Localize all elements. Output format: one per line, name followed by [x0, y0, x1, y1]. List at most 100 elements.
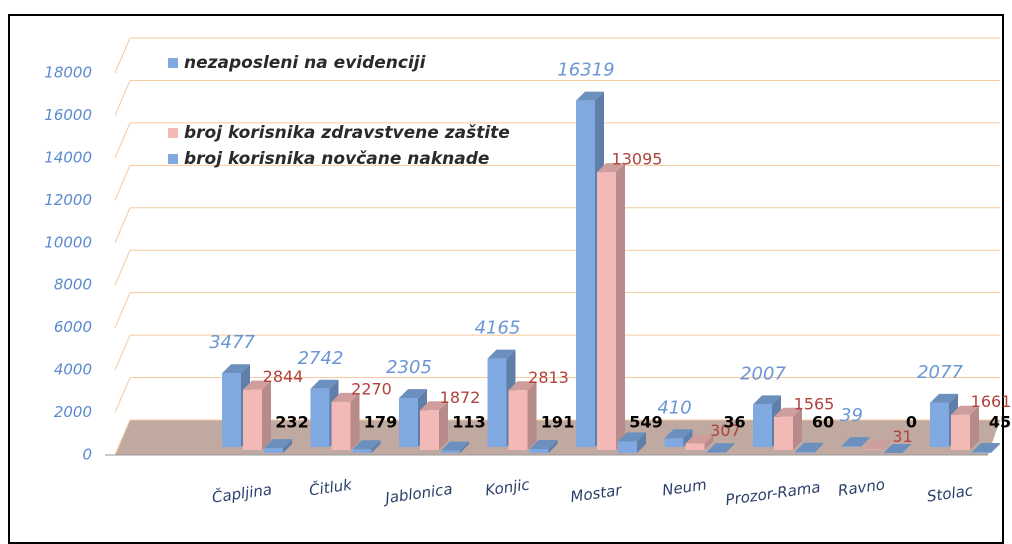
- y-tick-label: 2000: [54, 403, 92, 421]
- bar: [441, 450, 460, 453]
- legend-swatch: [168, 128, 178, 138]
- bar-top: [597, 163, 625, 173]
- bar-top: [883, 444, 912, 453]
- bar: [487, 358, 507, 447]
- data-label: 1565: [794, 394, 835, 413]
- bar: [753, 404, 772, 447]
- x-tick-label: Mostar: [569, 481, 623, 506]
- bar-top: [972, 443, 1000, 453]
- bar: [685, 443, 705, 450]
- bar: [795, 451, 814, 453]
- bar: [508, 390, 528, 450]
- data-label: 1872: [440, 388, 481, 407]
- bar-side: [991, 443, 1000, 453]
- data-label: 2813: [528, 368, 569, 387]
- bar-top: [753, 395, 781, 405]
- bar-top: [243, 380, 271, 390]
- data-label: 549: [629, 413, 662, 432]
- bar: [951, 414, 970, 450]
- bar-side: [860, 437, 870, 447]
- bar-top: [399, 389, 427, 399]
- grid-line: [114, 292, 131, 328]
- bar-side: [814, 442, 823, 453]
- bar-top: [664, 429, 693, 439]
- legend: nezaposleni na evidenciji broj korisnika …: [168, 50, 518, 182]
- x-tick-label: Jablonica: [381, 480, 453, 508]
- bar: [841, 446, 861, 447]
- bar: [331, 401, 351, 450]
- bar-top: [685, 434, 714, 444]
- bar: [420, 410, 439, 450]
- data-label: 39: [840, 405, 863, 426]
- bar-side: [262, 380, 271, 450]
- legend-item: nezaposleni na evidenciji: [168, 50, 518, 76]
- bar: [664, 438, 684, 447]
- x-tick-label: Čitluk: [308, 474, 354, 499]
- legend-label: broj korisnika novčane naknade: [184, 149, 490, 169]
- bar-top: [264, 439, 292, 449]
- grid-line: [114, 377, 131, 413]
- legend-item: broj korisnika zdravstvene zaštite: [168, 120, 518, 146]
- bar-top: [441, 441, 469, 451]
- data-label: 2007: [740, 363, 786, 384]
- y-tick-label: 4000: [54, 361, 92, 379]
- data-label: 179: [364, 413, 397, 432]
- y-tick-label: 8000: [54, 276, 92, 294]
- bar: [310, 388, 330, 447]
- bar-top: [795, 442, 823, 452]
- bar-side: [616, 163, 625, 450]
- bar: [774, 416, 793, 450]
- bar-side: [283, 439, 292, 453]
- y-tick-label: 14000: [44, 148, 92, 166]
- data-label: 31: [892, 427, 912, 446]
- bar-top: [841, 437, 870, 447]
- data-label: 113: [452, 413, 485, 432]
- grid-line: [114, 334, 131, 371]
- bar: [529, 448, 549, 453]
- grid-line: [114, 207, 131, 243]
- chart: 0 2000 4000 6000 8000 10000 12000 14000 16000 180…: [44, 37, 1011, 509]
- data-label: 2844: [263, 367, 304, 386]
- bar-top: [618, 432, 646, 442]
- bar-top: [529, 439, 558, 449]
- bar: [930, 402, 949, 447]
- bar-side: [725, 443, 735, 453]
- data-label: 60: [812, 413, 834, 432]
- bar-side: [683, 429, 693, 447]
- bar-top: [576, 91, 604, 101]
- bar-top: [331, 392, 360, 402]
- bar-side: [793, 407, 802, 450]
- y-tick-label: 6000: [54, 318, 92, 336]
- data-label: 16319: [557, 60, 614, 81]
- data-label: 2742: [298, 348, 344, 369]
- bar-top: [706, 443, 735, 453]
- bar-side: [350, 392, 360, 450]
- bar-side: [881, 440, 891, 450]
- data-label: 13095: [612, 150, 663, 169]
- bar-top: [310, 379, 339, 389]
- grid-line: [114, 80, 131, 116]
- legend-label: broj korisnika zdravstvene zaštite: [184, 123, 510, 143]
- bar-side: [460, 441, 469, 453]
- data-label: 36: [723, 413, 745, 432]
- y-tick-label: 18000: [44, 64, 92, 82]
- bar: [243, 389, 262, 450]
- bar: [576, 100, 595, 447]
- data-label: 0: [906, 413, 917, 432]
- x-tick-label: Prozor-Rama: [724, 478, 821, 509]
- grid-line: [114, 250, 131, 286]
- bar: [972, 452, 991, 453]
- bar-top: [420, 401, 448, 411]
- bar: [862, 449, 882, 450]
- x-tick-label: Stolac: [926, 481, 975, 505]
- bar-top: [508, 381, 537, 391]
- legend-item: broj korisnika novčane naknade: [168, 146, 518, 172]
- bar-side: [371, 440, 381, 453]
- bar-top: [951, 405, 979, 415]
- x-tick-label: Čapljina: [211, 479, 273, 506]
- bar-side: [439, 401, 448, 450]
- bar-side: [637, 432, 646, 453]
- page: 0 2000 4000 6000 8000 10000 12000 14000 16000 180…: [8, 14, 1012, 544]
- data-label: 2077: [917, 362, 963, 383]
- data-label: 2270: [351, 379, 392, 398]
